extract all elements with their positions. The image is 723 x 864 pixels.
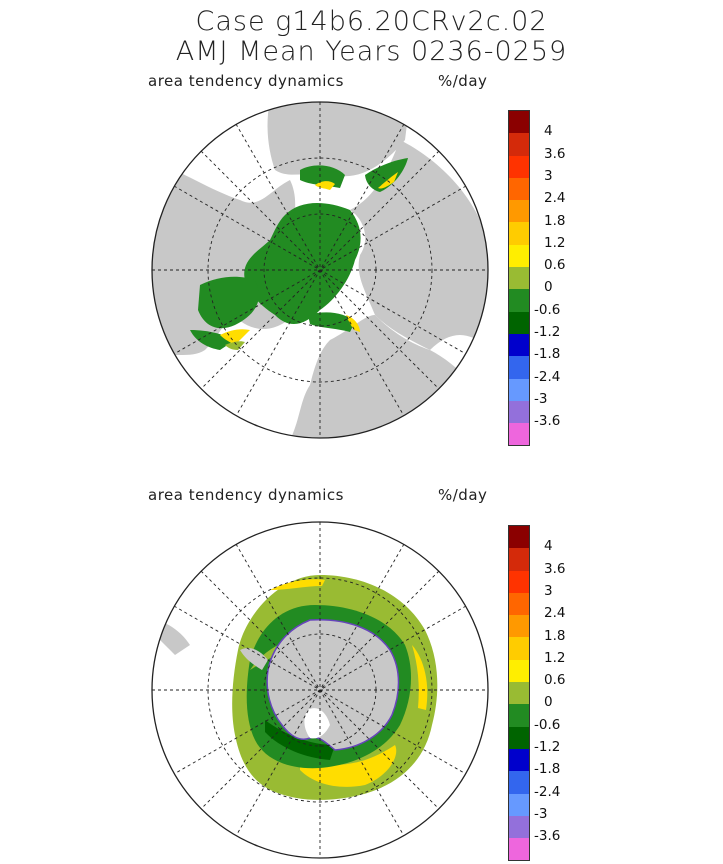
colorbar-tick-label: -1.8 (534, 761, 561, 778)
colorbar-tick-label: 3.6 (544, 560, 566, 577)
colorbar-swatch (509, 133, 529, 156)
colorbar-tick-label: -2.4 (534, 368, 561, 385)
colorbar-tick-label: 1.8 (544, 212, 566, 229)
colorbar-tick-label: 1.2 (544, 234, 566, 251)
colorbar-tick-label: 0.6 (544, 257, 566, 274)
panel-north-units: %/day (438, 72, 488, 90)
colorbar-tick-label: -1.2 (534, 739, 561, 755)
figure-title-line2: AMJ Mean Years 0236-0259 (175, 36, 568, 67)
colorbar-swatch (509, 333, 529, 357)
colorbar-tick-label: -3 (534, 390, 548, 407)
colorbar-tick-label: 0 (544, 279, 553, 296)
colorbar-swatch (509, 155, 529, 178)
panel-south-variable: area tendency dynamics (148, 486, 344, 504)
colorbar-swatch (509, 726, 529, 749)
colorbar-tick-label: 2.4 (544, 605, 566, 622)
colorbar-tick-label: 2.4 (544, 190, 566, 207)
colorbar-tick-label: -0.6 (534, 301, 561, 318)
sea-ice-arctic (244, 203, 361, 325)
colorbar-swatch (509, 637, 529, 660)
colorbar-swatch (509, 111, 529, 134)
colorbar-tick-label: 3.6 (544, 145, 566, 162)
colorbar-swatch (509, 659, 529, 683)
colorbar-swatch (509, 356, 529, 379)
colorbar-swatch (509, 615, 529, 638)
colorbar-tick-label: -1.8 (534, 346, 561, 363)
colorbar-swatch (509, 570, 529, 593)
colorbar-swatch (509, 704, 529, 727)
colorbar-tick-label: -1.2 (534, 324, 561, 340)
colorbar-tick-label: 4 (544, 123, 553, 140)
colorbar-tick-label: 0.6 (544, 672, 566, 689)
colorbar-swatch (509, 682, 529, 705)
colorbar-swatch (509, 244, 529, 268)
colorbar-tick-label: 3 (544, 167, 553, 184)
colorbar-swatch (509, 548, 529, 571)
colorbar-swatch (509, 200, 529, 223)
arctic-polar-map (151, 101, 489, 439)
colorbar-tick-label: -3.6 (534, 413, 561, 430)
colorbar-swatch (509, 771, 529, 794)
colorbar-tick-label: -3.6 (534, 828, 561, 845)
colorbar-south (508, 525, 530, 862)
antarctic-polar-map (151, 521, 489, 859)
colorbar-swatch (509, 378, 529, 401)
panel-south-units: %/day (438, 486, 488, 504)
colorbar-swatch (509, 311, 529, 334)
colorbar-tick-label: -3 (534, 805, 548, 822)
colorbar-swatch (509, 400, 529, 424)
colorbar-swatch (509, 267, 529, 290)
colorbar-swatch (509, 222, 529, 245)
land-antarctica (266, 619, 400, 751)
colorbar-tick-label: 3 (544, 582, 553, 599)
colorbar-north (508, 110, 530, 447)
colorbar-tick-label: 1.2 (544, 649, 566, 666)
colorbar-tick-label: -0.6 (534, 716, 561, 733)
colorbar-swatch (509, 592, 529, 616)
panel-north-variable: area tendency dynamics (148, 72, 344, 90)
colorbar-tick-label: 4 (544, 538, 553, 555)
colorbar-swatch (509, 815, 529, 839)
colorbar-swatch (509, 423, 529, 446)
figure-title-line1: Case g14b6.20CRv2c.02 (195, 6, 548, 37)
colorbar-tick-label: 1.8 (544, 627, 566, 644)
colorbar-swatch (509, 177, 529, 201)
colorbar-swatch (509, 838, 529, 861)
land-north-america (152, 160, 296, 360)
colorbar-swatch (509, 748, 529, 772)
colorbar-swatch (509, 526, 529, 549)
colorbar-swatch (509, 793, 529, 816)
colorbar-tick-label: -2.4 (534, 783, 561, 800)
colorbar-tick-label: 0 (544, 694, 553, 711)
colorbar-swatch (509, 289, 529, 312)
